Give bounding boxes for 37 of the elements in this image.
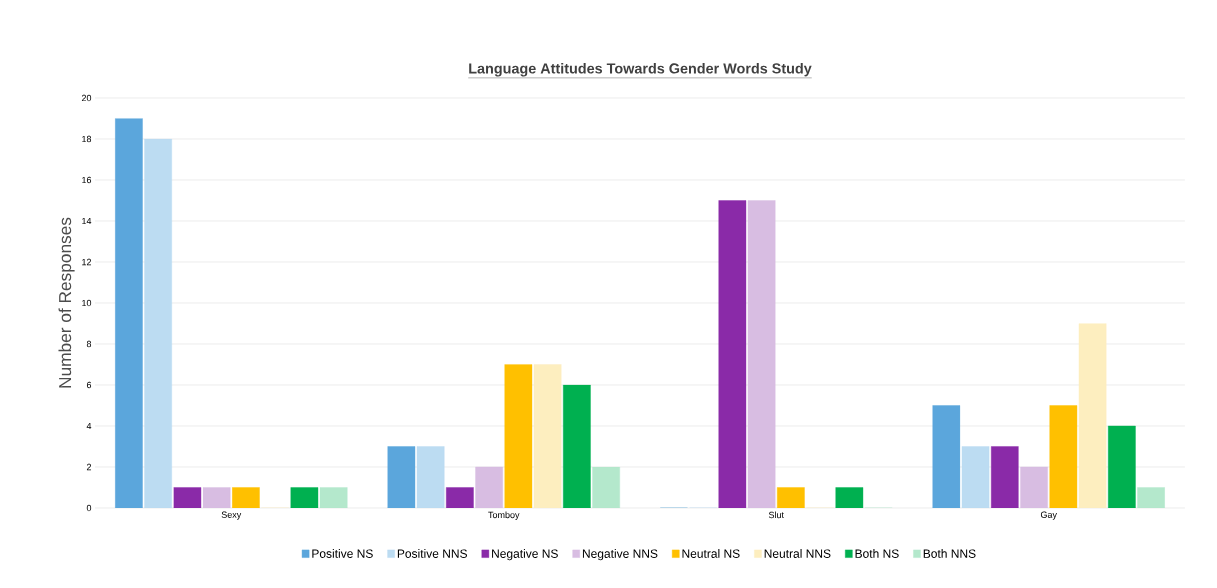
bar: [533, 364, 562, 508]
y-tick-label: 4: [86, 422, 92, 430]
bar: [563, 384, 591, 508]
bar: [1078, 323, 1107, 508]
legend-label: Both NNS: [923, 549, 976, 558]
legend-label: Negative NNS: [582, 549, 658, 561]
y-tick-label: 0: [86, 504, 92, 512]
legend-label: Positive NNS: [397, 549, 467, 558]
y-axis-title: Number of Responses: [58, 217, 75, 388]
bar: [1137, 487, 1165, 508]
legend-label: Neutral NS: [682, 549, 740, 558]
y-tick-label: 8: [86, 340, 92, 348]
legend-label: Both NS: [855, 549, 899, 558]
legend-label: Neutral NNS: [764, 549, 831, 558]
x-tick-label: Sexy: [221, 511, 242, 520]
y-tick-label: 2: [86, 463, 92, 471]
y-tick-label: 10: [82, 299, 92, 307]
y-tick-label: 20: [81, 94, 92, 102]
bar: [835, 487, 864, 508]
x-tick-label: Tomboy: [488, 511, 520, 520]
bar: [290, 487, 319, 508]
y-tick-label: 16: [82, 176, 92, 184]
bar: [1108, 425, 1136, 508]
x-tick-label: Slut: [768, 511, 784, 519]
legend-label: Negative NS: [492, 549, 558, 561]
y-tick-label: 12: [82, 258, 92, 266]
chart-title: Language Attitudes Towards Gender Words Study: [469, 62, 812, 77]
bar: [961, 446, 990, 508]
bar: [144, 138, 172, 508]
y-tick-label: 6: [86, 381, 92, 389]
x-tick-label: Gay: [1040, 511, 1057, 520]
legend-label: Positive NS: [312, 549, 373, 558]
bar: [592, 466, 620, 508]
y-tick-label: 18: [82, 135, 92, 143]
bar: [319, 487, 348, 508]
bar: [416, 446, 445, 508]
y-tick-label: 14: [82, 217, 92, 225]
